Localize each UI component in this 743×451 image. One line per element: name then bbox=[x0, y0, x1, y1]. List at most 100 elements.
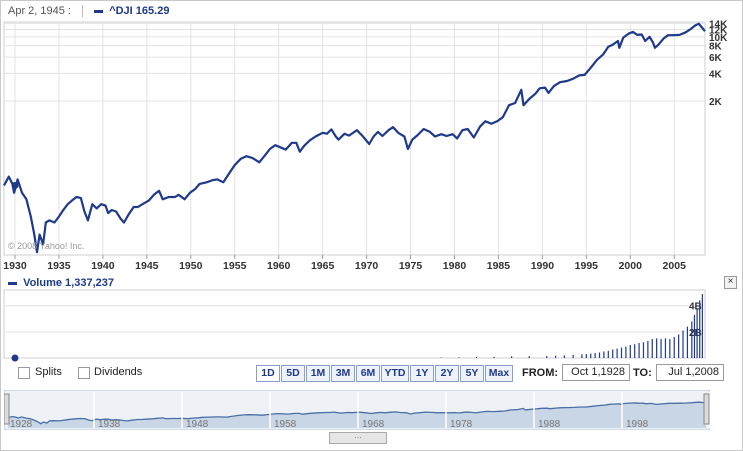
from-date-input[interactable]: Oct 1,1928 bbox=[562, 364, 630, 381]
volume-label: Volume bbox=[23, 277, 62, 289]
volume-bar bbox=[696, 308, 698, 358]
range-button-ytd[interactable]: YTD bbox=[381, 365, 409, 382]
dividends-checkbox[interactable] bbox=[78, 367, 90, 379]
navigator-left-grip bbox=[4, 393, 10, 425]
to-label: TO: bbox=[633, 367, 652, 379]
navigator-year-label: 1948 bbox=[186, 419, 209, 430]
price-x-tick-label: 1955 bbox=[223, 260, 247, 272]
volume-bar bbox=[511, 356, 513, 358]
volume-bar bbox=[629, 344, 631, 358]
navigator-year-label: 1958 bbox=[274, 419, 297, 430]
range-button-max[interactable]: Max bbox=[485, 365, 513, 382]
volume-bar bbox=[590, 353, 592, 358]
volume-bar bbox=[612, 349, 614, 358]
price-y-tick-label: 10K bbox=[709, 33, 728, 44]
timeline-navigator[interactable]: 192819381948195819681978198819982008 bbox=[4, 390, 710, 430]
price-x-tick-label: 1945 bbox=[135, 260, 159, 272]
navigator-year-label: 1988 bbox=[538, 419, 561, 430]
price-y-tick-label: 6K bbox=[709, 53, 723, 64]
price-x-tick-label: 1990 bbox=[531, 260, 555, 272]
volume-y-tick-label: 4B bbox=[689, 302, 702, 313]
hover-marker bbox=[11, 182, 19, 190]
splits-checkbox[interactable] bbox=[18, 367, 30, 379]
volume-bar bbox=[598, 352, 601, 358]
price-x-tick-label: 1960 bbox=[267, 260, 291, 272]
navigator-right-grip bbox=[703, 393, 710, 425]
volume-bar bbox=[651, 339, 653, 358]
close-volume-icon[interactable]: × bbox=[724, 276, 737, 289]
price-plot-area bbox=[3, 21, 706, 256]
range-button-1y[interactable]: 1Y bbox=[410, 365, 434, 382]
volume-bar bbox=[699, 300, 701, 358]
navigator-year-label: 1928 bbox=[10, 419, 33, 430]
splits-label: Splits bbox=[35, 366, 62, 378]
price-x-tick-label: 1950 bbox=[179, 260, 203, 272]
range-button-6m[interactable]: 6M bbox=[356, 365, 380, 382]
price-x-tick-label: 1965 bbox=[311, 260, 335, 272]
navigator-scroll-handle[interactable]: ⋯ bbox=[329, 432, 387, 444]
volume-bar bbox=[642, 342, 645, 358]
volume-plot-area bbox=[3, 289, 706, 359]
price-y-tick-label: 4K bbox=[709, 69, 723, 80]
hover-date: Apr 2, 1945 : bbox=[8, 5, 71, 17]
range-button-5d[interactable]: 5D bbox=[281, 365, 305, 382]
volume-bar bbox=[673, 337, 675, 358]
from-label: FROM: bbox=[522, 367, 559, 379]
price-x-tick-label: 2005 bbox=[663, 260, 687, 272]
volume-y-tick-label: 2B bbox=[689, 328, 702, 339]
volume-bar bbox=[572, 354, 574, 358]
dji-price-line bbox=[3, 22, 706, 254]
range-button-3m[interactable]: 3M bbox=[331, 365, 355, 382]
volume-bar bbox=[546, 355, 548, 358]
navigator-year-label: 1978 bbox=[450, 419, 473, 430]
price-x-tick-label: 1970 bbox=[355, 260, 379, 272]
price-y-tick-label: 2K bbox=[709, 97, 723, 108]
price-x-tick-label: 1940 bbox=[91, 260, 115, 272]
volume-bar bbox=[440, 357, 442, 358]
volume-bar bbox=[682, 330, 684, 358]
range-button-1d[interactable]: 1D bbox=[256, 365, 280, 382]
volume-bar bbox=[581, 354, 583, 358]
volume-bar bbox=[585, 354, 587, 358]
volume-bar bbox=[594, 353, 596, 358]
volume-bar bbox=[625, 346, 627, 358]
volume-bar bbox=[528, 356, 530, 358]
range-button-5y[interactable]: 5Y bbox=[460, 365, 484, 382]
volume-chart[interactable]: 2B 4B bbox=[0, 288, 743, 362]
range-controls: Splits Dividends 1D 5D 1M 3M 6M YTD 1Y 2Y 5Y Max … bbox=[0, 362, 743, 384]
price-header: Apr 2, 1945 : ^DJI 165.29 bbox=[8, 5, 170, 18]
range-button-2y[interactable]: 2Y bbox=[435, 365, 459, 382]
volume-bar bbox=[616, 348, 618, 358]
hover-value: 165.29 bbox=[135, 5, 170, 17]
price-x-tick-label: 1935 bbox=[47, 260, 71, 272]
price-x-tick-label: 1985 bbox=[487, 260, 511, 272]
price-x-tick-label: 1975 bbox=[399, 260, 423, 272]
range-button-1m[interactable]: 1M bbox=[306, 365, 330, 382]
price-x-tick-label: 1980 bbox=[443, 260, 467, 272]
copyright-text: © 2008 Yahoo! Inc. bbox=[8, 241, 84, 251]
volume-bar bbox=[638, 342, 640, 358]
volume-bar bbox=[686, 326, 689, 358]
ticker-label: ^DJI bbox=[109, 5, 133, 17]
navigator-line bbox=[7, 401, 707, 425]
to-date-input[interactable]: Jul 1,2008 bbox=[656, 364, 724, 381]
navigator-year-label: 1968 bbox=[362, 419, 385, 430]
volume-hover-marker bbox=[11, 354, 19, 362]
volume-bar bbox=[656, 338, 658, 358]
header-divider bbox=[82, 5, 84, 18]
volume-bar bbox=[678, 334, 680, 358]
volume-value: 1,337,237 bbox=[65, 277, 114, 289]
volume-header: Volume 1,337,237 bbox=[8, 277, 114, 289]
volume-bar bbox=[554, 355, 557, 358]
volume-bar bbox=[634, 344, 636, 358]
dividends-label: Dividends bbox=[94, 366, 143, 378]
volume-bar bbox=[493, 356, 495, 358]
price-y-tick-label: 8K bbox=[709, 42, 723, 53]
volume-bar bbox=[664, 338, 667, 358]
navigator-year-label: 1998 bbox=[626, 419, 649, 430]
price-x-tick-label: 2000 bbox=[619, 260, 643, 272]
price-y-tick-label: 14K bbox=[709, 19, 728, 30]
volume-bar bbox=[563, 355, 565, 358]
volume-bar bbox=[660, 339, 662, 358]
